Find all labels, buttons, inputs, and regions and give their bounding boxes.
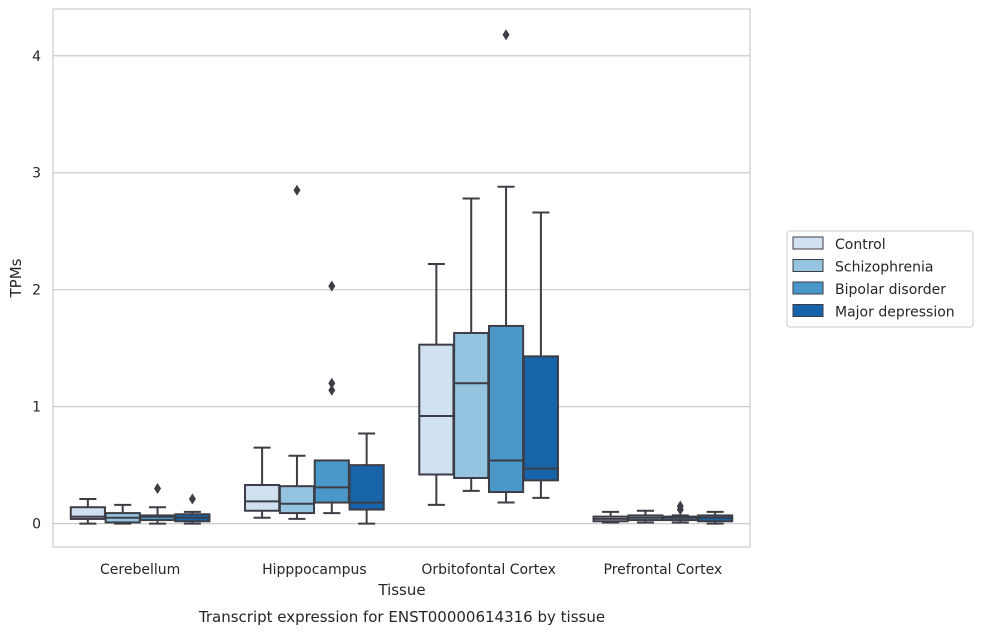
legend-items: Control Schizophrenia Bipolar disorder Majo… bbox=[792, 236, 955, 321]
y-tick-label: 4 bbox=[32, 49, 41, 65]
box-bipolar-disorder bbox=[139, 483, 176, 525]
box-major-depression bbox=[697, 510, 734, 525]
x-tick-label: Prefrontal Cortex bbox=[604, 562, 723, 578]
box-iqr bbox=[278, 485, 316, 515]
outlier-point bbox=[502, 29, 510, 41]
y-tick-label: 1 bbox=[32, 400, 41, 416]
box-bipolar-disorder bbox=[662, 500, 699, 524]
legend-swatch bbox=[792, 236, 824, 250]
box-major-depression bbox=[348, 432, 385, 525]
box-iqr bbox=[418, 343, 455, 476]
x-tick-label: Cerebellum bbox=[100, 562, 180, 578]
outlier-point bbox=[328, 377, 336, 389]
box-control bbox=[244, 446, 281, 519]
outlier-point bbox=[154, 483, 162, 495]
legend-swatch bbox=[792, 259, 824, 272]
outlier-point bbox=[293, 184, 301, 196]
y-axis-label: TPMs bbox=[7, 258, 25, 298]
legend: Control Schizophrenia Bipolar disorder Majo… bbox=[786, 230, 974, 328]
x-axis-label: Tissue bbox=[377, 581, 425, 599]
y-tick-label: 3 bbox=[32, 166, 41, 182]
box-schizophrenia bbox=[104, 503, 141, 525]
box-iqr bbox=[453, 331, 490, 479]
y-tick-label: 2 bbox=[32, 283, 41, 299]
box-bipolar-disorder bbox=[487, 29, 525, 504]
box-layer bbox=[69, 29, 734, 525]
y-tick-label: 0 bbox=[32, 517, 41, 533]
box-control bbox=[69, 498, 106, 525]
legend-label: Bipolar disorder bbox=[835, 282, 946, 298]
box-major-depression bbox=[174, 493, 211, 525]
box-iqr bbox=[487, 324, 525, 494]
box-schizophrenia bbox=[278, 184, 316, 520]
legend-label: Control bbox=[835, 237, 886, 253]
box-iqr bbox=[522, 355, 559, 482]
chart-caption: Transcript expression for ENST0000061431… bbox=[198, 608, 605, 626]
legend-frame bbox=[786, 230, 974, 328]
box-major-depression bbox=[522, 211, 559, 499]
y-tick-labels: 0 1 2 3 4 bbox=[32, 49, 41, 533]
outlier-point bbox=[328, 280, 336, 292]
legend-swatch bbox=[792, 304, 824, 317]
plot-frame bbox=[52, 8, 751, 548]
box-schizophrenia bbox=[627, 509, 664, 524]
outlier-point bbox=[676, 504, 684, 516]
outlier-point bbox=[328, 384, 336, 396]
box-iqr bbox=[313, 459, 350, 504]
legend-swatch bbox=[792, 281, 824, 295]
box-schizophrenia bbox=[453, 197, 490, 492]
x-tick-label: Orbitofontal Cortex bbox=[421, 562, 556, 578]
outlier-point bbox=[188, 493, 196, 505]
box-control bbox=[418, 262, 455, 506]
x-tick-labels: Cerebellum Hipppocampus Orbitofontal Corte… bbox=[100, 562, 722, 578]
box-iqr bbox=[244, 484, 281, 512]
x-tick-label: Hipppocampus bbox=[262, 562, 367, 578]
legend-label: Schizophrenia bbox=[835, 260, 933, 276]
grid-layer bbox=[53, 55, 750, 525]
legend-label: Major depression bbox=[835, 305, 955, 321]
box-control bbox=[592, 510, 629, 524]
box-bipolar-disorder bbox=[313, 280, 350, 515]
